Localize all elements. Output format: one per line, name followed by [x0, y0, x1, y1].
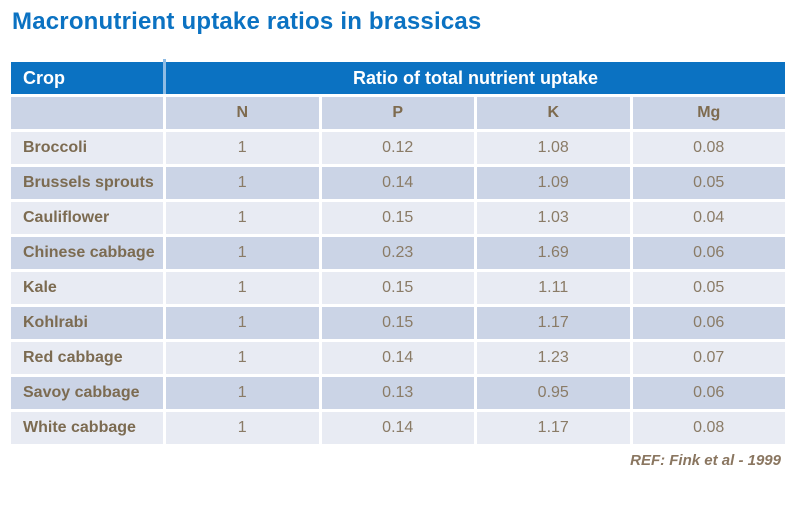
crop-name-cell: Kale — [8, 269, 166, 307]
page: Macronutrient uptake ratios in brassicas… — [0, 8, 793, 522]
value-cell: 0.08 — [629, 409, 788, 447]
table-row: Broccoli 1 0.12 1.08 0.08 — [8, 129, 788, 167]
table-row: Chinese cabbage 1 0.23 1.69 0.06 — [8, 234, 788, 272]
page-title: Macronutrient uptake ratios in brassicas — [12, 8, 482, 35]
value-cell: 0.15 — [318, 304, 477, 342]
crop-name-cell: Red cabbage — [8, 339, 166, 377]
table-row: Kale 1 0.15 1.11 0.05 — [8, 269, 788, 307]
subheader-empty-cell — [8, 94, 166, 132]
value-cell: 0.14 — [318, 409, 477, 447]
value-cell: 0.15 — [318, 199, 477, 237]
table-row: Cauliflower 1 0.15 1.03 0.04 — [8, 199, 788, 237]
value-cell: 0.14 — [318, 164, 477, 202]
crop-name-cell: Cauliflower — [8, 199, 166, 237]
value-cell: 0.95 — [474, 374, 633, 412]
value-cell: 0.06 — [629, 374, 788, 412]
value-cell: 0.05 — [629, 164, 788, 202]
value-cell: 1.09 — [474, 164, 633, 202]
value-cell: 0.05 — [629, 269, 788, 307]
crop-name-cell: Kohlrabi — [8, 304, 166, 342]
value-cell: 1 — [163, 199, 322, 237]
reference-text: REF: Fink et al - 1999 — [630, 452, 781, 469]
crop-name-cell: White cabbage — [8, 409, 166, 447]
value-cell: 1.17 — [474, 409, 633, 447]
table-row: White cabbage 1 0.14 1.17 0.08 — [8, 409, 788, 447]
value-cell: 1.03 — [474, 199, 633, 237]
table-row: Kohlrabi 1 0.15 1.17 0.06 — [8, 304, 788, 342]
nutrient-uptake-table: Crop Ratio of total nutrient uptake N P … — [8, 59, 788, 447]
nutrient-group-header: Ratio of total nutrient uptake — [163, 59, 788, 97]
value-cell: 0.14 — [318, 339, 477, 377]
value-cell: 1 — [163, 374, 322, 412]
table-body: Broccoli 1 0.12 1.08 0.08 Brussels sprouts 1 0.… — [8, 129, 788, 447]
value-cell: 1.69 — [474, 234, 633, 272]
value-cell: 1 — [163, 409, 322, 447]
value-cell: 0.23 — [318, 234, 477, 272]
value-cell: 0.04 — [629, 199, 788, 237]
crop-name-cell: Savoy cabbage — [8, 374, 166, 412]
value-cell: 1 — [163, 304, 322, 342]
table-header-row: Crop Ratio of total nutrient uptake — [8, 59, 788, 97]
value-cell: 0.07 — [629, 339, 788, 377]
crop-name-cell: Chinese cabbage — [8, 234, 166, 272]
value-cell: 0.06 — [629, 234, 788, 272]
value-cell: 1 — [163, 339, 322, 377]
value-cell: 1.23 — [474, 339, 633, 377]
value-cell: 1 — [163, 234, 322, 272]
crop-column-header: Crop — [8, 59, 166, 97]
value-cell: 0.15 — [318, 269, 477, 307]
value-cell: 1.08 — [474, 129, 633, 167]
value-cell: 1.11 — [474, 269, 633, 307]
value-cell: 1.17 — [474, 304, 633, 342]
crop-name-cell: Broccoli — [8, 129, 166, 167]
nutrient-column-header-n: N — [163, 94, 322, 132]
table-row: Savoy cabbage 1 0.13 0.95 0.06 — [8, 374, 788, 412]
table-row: Red cabbage 1 0.14 1.23 0.07 — [8, 339, 788, 377]
value-cell: 1 — [163, 269, 322, 307]
value-cell: 1 — [163, 129, 322, 167]
crop-name-cell: Brussels sprouts — [8, 164, 166, 202]
value-cell: 0.08 — [629, 129, 788, 167]
value-cell: 0.13 — [318, 374, 477, 412]
value-cell: 0.06 — [629, 304, 788, 342]
value-cell: 0.12 — [318, 129, 477, 167]
nutrient-column-header-k: K — [474, 94, 633, 132]
value-cell: 1 — [163, 164, 322, 202]
nutrient-column-header-p: P — [318, 94, 477, 132]
table-subheader-row: N P K Mg — [8, 94, 788, 132]
table-row: Brussels sprouts 1 0.14 1.09 0.05 — [8, 164, 788, 202]
nutrient-column-header-mg: Mg — [629, 94, 788, 132]
